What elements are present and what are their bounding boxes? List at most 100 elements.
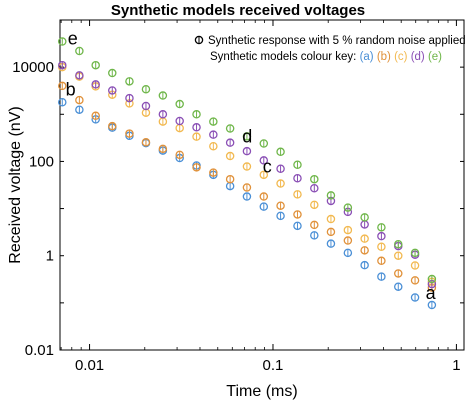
data-point (394, 282, 403, 291)
data-point-marker (410, 261, 420, 270)
legend-key-entry: (c) (394, 51, 411, 63)
data-point (259, 139, 269, 148)
curve-label-b: b (66, 80, 76, 100)
curve-label-c: c (263, 157, 272, 177)
data-point (343, 225, 353, 235)
axis-ticks: 0.01 0.1 1 0.01 1 100 10000 (12, 19, 464, 374)
data-point-marker (91, 60, 100, 70)
y-tick-label: 100 (29, 153, 54, 170)
data-point-marker (377, 256, 386, 266)
data-point (158, 110, 168, 119)
data-point-marker (209, 117, 218, 126)
data-point (225, 138, 235, 147)
data-point (175, 99, 184, 109)
legend-key-entry: (a) (360, 51, 377, 63)
data-point (410, 261, 420, 270)
data-point (310, 183, 319, 193)
data-point-marker (394, 269, 403, 278)
data-point (91, 80, 100, 89)
data-point-marker (377, 242, 386, 251)
data-point (108, 121, 117, 131)
data-point-marker (410, 248, 420, 258)
data-point (158, 144, 168, 154)
data-point-marker (192, 110, 201, 119)
data-point-marker (125, 93, 134, 103)
legend-colour-key: Synthetic models colour key: (a) (b) (c)… (210, 51, 442, 63)
series-c (58, 62, 437, 287)
data-point-marker (242, 192, 252, 201)
data-point (192, 132, 201, 141)
data-point-marker (141, 84, 151, 94)
data-point (242, 146, 252, 156)
data-point-marker (58, 98, 67, 107)
data-point-marker (175, 99, 184, 109)
data-point (377, 231, 386, 241)
data-point-marker (158, 91, 168, 100)
data-point-marker (58, 37, 67, 46)
data-point-marker (75, 105, 84, 114)
data-point-marker (377, 272, 386, 281)
data-point (326, 191, 336, 200)
data-point (259, 202, 269, 211)
data-point-marker (58, 81, 67, 91)
data-point-marker (410, 293, 420, 302)
data-point (377, 272, 386, 281)
data-point (293, 173, 302, 183)
data-point (310, 220, 319, 230)
data-point (125, 77, 134, 86)
data-point (75, 105, 84, 114)
data-point-marker (75, 46, 84, 56)
data-point-marker (242, 183, 252, 192)
data-point (209, 141, 218, 151)
data-point (108, 86, 117, 95)
curve-label-e: e (68, 29, 78, 49)
data-points (58, 37, 437, 310)
data-point (175, 123, 184, 133)
data-point (225, 181, 235, 191)
data-point-marker (360, 213, 369, 222)
data-point-marker (276, 179, 285, 188)
data-point-marker (276, 211, 285, 221)
data-point-marker (259, 192, 269, 201)
curve-label-a: a (426, 283, 437, 303)
data-point (293, 210, 302, 219)
data-point-marker (259, 202, 269, 211)
data-point-marker (242, 132, 252, 141)
data-point (75, 46, 84, 56)
legend-key-entry: (d) (411, 51, 428, 63)
data-point (360, 220, 369, 229)
data-point-marker (377, 223, 386, 232)
data-point (175, 116, 184, 126)
legend-marker-icon (194, 35, 204, 45)
data-point (141, 84, 151, 94)
data-point (175, 150, 184, 160)
data-point-marker (310, 183, 319, 193)
data-point-marker (141, 138, 151, 147)
data-point-marker (225, 174, 235, 184)
y-tick-label: 1 (46, 248, 54, 265)
data-point-marker (360, 246, 369, 255)
data-point (276, 147, 285, 157)
data-point-marker (108, 86, 117, 95)
data-point (259, 192, 269, 201)
data-point (276, 211, 285, 221)
data-point (410, 276, 420, 285)
data-point (192, 163, 201, 172)
data-point-marker (242, 162, 252, 171)
data-point-marker (125, 77, 134, 86)
data-point-marker (175, 116, 184, 126)
data-point (293, 190, 302, 199)
legend-key-prefix: Synthetic models colour key: (210, 51, 360, 63)
data-point (158, 91, 168, 100)
x-tick-label: 0.1 (263, 357, 284, 374)
series-b (58, 81, 437, 292)
y-axis-label: Received voltage (nV) (7, 106, 24, 263)
data-point (410, 293, 420, 302)
data-point (192, 123, 201, 132)
data-point-marker (276, 201, 285, 210)
curve-label-d: d (242, 127, 252, 147)
legend-key-entry: (e) (428, 51, 442, 63)
data-point-marker (326, 214, 336, 224)
data-point (394, 251, 403, 260)
